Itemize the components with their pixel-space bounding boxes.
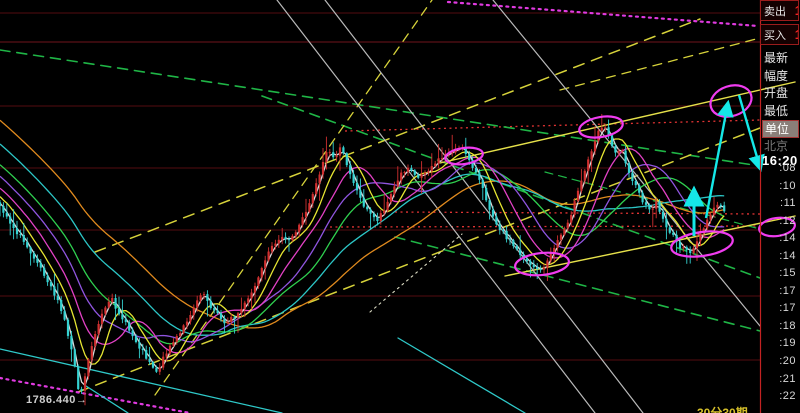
price-axis-ticks: :08 :10 :11 :12 :14 :14 :15 :17 :17 :18 :19 :20 :21:… [762,160,798,406]
price-axis-tick: :14 [779,232,796,245]
sell-label: 卖出 [764,5,786,18]
buy-value: 1 [795,27,798,42]
price-axis-tick: :21 [779,372,796,385]
sell-quote-box[interactable]: 卖出 1 [760,0,799,21]
info-row: 最新 [764,51,789,65]
period-label[interactable]: 30分30期 [697,406,748,413]
price-tag: 1786.440→ [26,394,88,406]
price-axis-tick: :08 [779,162,796,174]
price-axis-tick: :14 [779,249,796,262]
price-axis-tick: :22 [779,390,796,403]
price-axis-tick: :18 [779,319,796,332]
buy-quote-box[interactable]: 买入 1 [760,24,799,45]
info-row: 北京 [764,138,789,153]
info-row: 开盘 [764,86,789,100]
price-axis-tick: :15 [779,267,796,280]
sell-value: 1 [795,3,798,18]
price-axis-tick: :17 [779,302,796,315]
info-row: 幅度 [764,68,789,83]
buy-label: 买入 [764,29,786,42]
price-axis-tick: :19 [779,337,796,350]
info-row: 最低 [764,103,789,118]
price-axis-tick: :10 [779,179,796,192]
info-row[interactable]: 单位 [762,120,799,138]
price-axis-tick: :17 [779,284,796,297]
price-axis-tick: :11 [780,197,796,210]
quote-info-rows: 最新幅度开盘最低单位 北京 [762,50,799,155]
price-axis-tick: :20 [779,355,796,368]
clock: 16:20 [762,153,798,168]
price-axis-tick: :12 [779,214,796,227]
